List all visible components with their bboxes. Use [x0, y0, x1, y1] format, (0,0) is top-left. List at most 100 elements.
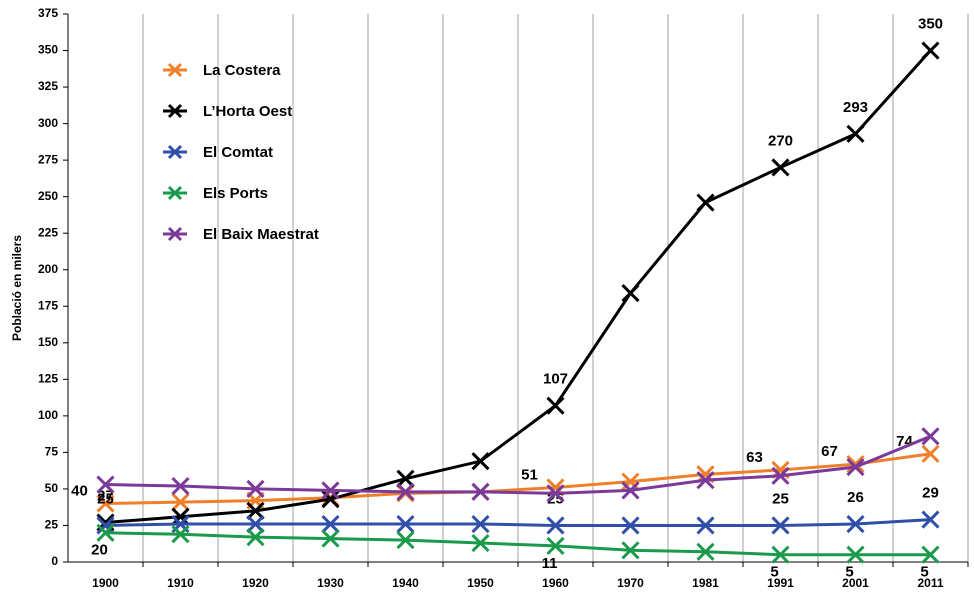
data-point — [546, 396, 565, 415]
data-point — [246, 514, 265, 534]
marker-x — [621, 481, 640, 500]
x-tick-label: 1930 — [317, 576, 344, 590]
data-point — [471, 533, 490, 553]
data-point — [471, 514, 490, 534]
marker-x — [471, 514, 490, 534]
data-label: 29 — [922, 485, 939, 502]
data-label: 27 — [97, 488, 114, 505]
marker-x — [846, 124, 865, 143]
marker-x — [171, 493, 190, 512]
data-point — [246, 501, 265, 520]
data-label: 5 — [920, 564, 928, 581]
marker-x — [471, 533, 490, 553]
legend-label: El Baix Maestrat — [203, 226, 319, 243]
data-label: 67 — [821, 443, 838, 460]
data-point — [471, 482, 490, 501]
data-label: 25 — [772, 490, 789, 507]
marker-x — [546, 516, 565, 535]
y-tick-label: 50 — [45, 481, 59, 495]
data-point — [771, 158, 790, 177]
data-label: 5 — [845, 564, 853, 581]
data-point — [621, 541, 640, 560]
marker-x — [921, 545, 940, 564]
marker-x — [471, 482, 490, 501]
data-point — [921, 41, 940, 60]
x-tick-label: 1950 — [467, 576, 494, 590]
data-point — [321, 529, 340, 548]
marker-x — [396, 469, 415, 488]
marker-x — [546, 396, 565, 415]
data-label: 350 — [918, 16, 943, 33]
data-point — [696, 471, 715, 490]
marker-x — [167, 226, 183, 242]
legend-marker — [167, 62, 183, 78]
data-point — [396, 482, 415, 501]
legend-marker — [167, 144, 183, 160]
marker-x — [771, 466, 790, 485]
marker-x — [696, 471, 715, 490]
data-point — [696, 516, 715, 535]
x-tick-label: 1910 — [167, 576, 194, 590]
marker-x — [96, 494, 115, 513]
data-point — [171, 493, 190, 512]
y-tick-label: 325 — [38, 79, 58, 93]
marker-x — [621, 516, 640, 535]
data-label: 20 — [91, 542, 108, 559]
x-tick-label: 1940 — [392, 576, 419, 590]
data-point — [921, 545, 940, 564]
y-tick-label: 375 — [38, 6, 58, 20]
data-point — [396, 469, 415, 488]
legend-label: L’Horta Oest — [203, 103, 292, 120]
data-point — [846, 457, 865, 477]
data-label: 107 — [543, 371, 568, 388]
data-point — [546, 484, 565, 503]
data-point — [846, 124, 865, 143]
marker-x — [621, 284, 640, 303]
data-label: 51 — [521, 466, 538, 483]
marker-x — [246, 514, 265, 534]
marker-x — [846, 457, 865, 477]
marker-x — [396, 482, 415, 501]
marker-x — [246, 479, 265, 498]
data-point — [171, 525, 190, 544]
marker-x — [321, 514, 340, 534]
series-line — [105, 531, 931, 557]
y-tick-label: 250 — [38, 189, 58, 203]
data-label: 270 — [768, 132, 793, 149]
marker-x — [321, 529, 340, 548]
data-point — [96, 516, 115, 535]
marker-x — [167, 185, 183, 201]
y-tick-label: 75 — [45, 445, 59, 459]
data-point — [621, 284, 640, 303]
marker-x — [396, 531, 415, 550]
data-point — [696, 542, 715, 561]
marker-x — [321, 481, 340, 500]
marker-x — [171, 507, 190, 526]
y-axis-title: Població en milers — [10, 235, 24, 341]
y-tick-label: 150 — [38, 335, 58, 349]
marker-x — [846, 455, 865, 474]
marker-x — [696, 193, 715, 212]
data-point — [621, 481, 640, 500]
data-point — [321, 514, 340, 534]
marker-x — [771, 545, 790, 564]
x-tick-label: 1991 — [767, 576, 794, 590]
data-label: 5 — [770, 564, 778, 581]
data-label: 26 — [847, 489, 864, 506]
data-point — [846, 455, 865, 474]
data-label: 40 — [71, 483, 88, 500]
data-point — [96, 494, 115, 513]
x-tick-label: 1960 — [542, 576, 569, 590]
marker-x — [167, 103, 183, 119]
marker-x — [246, 528, 265, 547]
data-point — [321, 481, 340, 500]
x-tick-label: 1920 — [242, 576, 269, 590]
data-point — [246, 528, 265, 547]
x-tick-label: 1981 — [692, 576, 719, 590]
data-point — [921, 510, 940, 529]
data-label: 63 — [746, 449, 763, 466]
y-tick-label: 200 — [38, 262, 58, 276]
legend-label: El Comtat — [203, 144, 273, 161]
data-point — [171, 476, 190, 496]
